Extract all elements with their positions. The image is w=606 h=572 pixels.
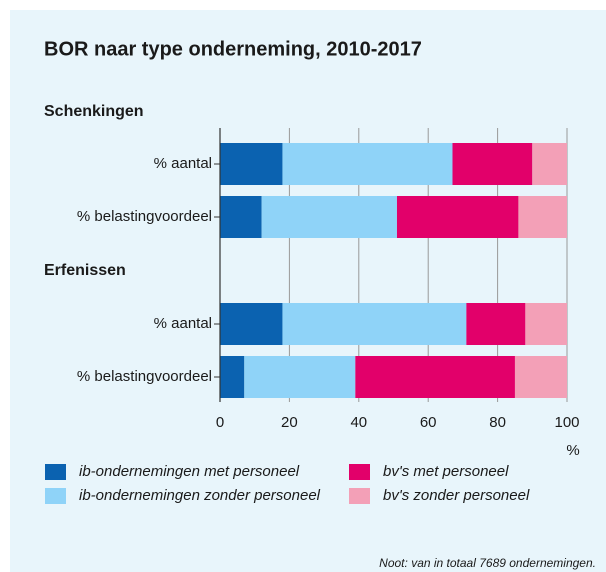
x-tick-label: 40 [350,414,367,431]
legend-swatch [45,488,66,504]
y-tick-label: % aantal [154,155,212,172]
y-tick-label: % aantal [154,315,212,332]
bar-segment [220,356,245,398]
bar-segment [518,196,567,238]
x-tick-label: 0 [216,414,224,431]
bar-segment [244,356,356,398]
bar-segment [355,356,515,398]
legend-swatch [45,464,66,480]
legend-swatch [349,488,370,504]
x-tick-label: 60 [420,414,437,431]
legend-label: ib-ondernemingen met personeel [79,463,300,480]
note: Noot: van in totaal 7689 ondernemingen. [379,556,596,570]
group-label: Erfenissen [44,262,126,279]
bar-segment [452,143,533,185]
bar-segment [396,196,519,238]
background [10,10,606,572]
legend-label: bv's zonder personeel [383,487,530,504]
bar-segment [282,303,467,345]
x-tick-label: 20 [281,414,298,431]
bar-segment [261,196,397,238]
bar-segment [525,303,567,345]
bar-segment [532,143,567,185]
bar-segment [220,303,283,345]
y-tick-label: % belastingvoordeel [77,208,212,225]
x-tick-label: 100 [554,414,579,431]
x-tick-label: 80 [489,414,506,431]
chart-title: BOR naar type onderneming, 2010-2017 [44,38,422,60]
legend-label: ib-ondernemingen zonder personeel [79,487,321,504]
legend-swatch [349,464,370,480]
y-tick-label: % belastingvoordeel [77,368,212,385]
x-axis-label: % [566,442,579,459]
bar-segment [466,303,526,345]
bar-segment [220,143,283,185]
bar-segment [514,356,567,398]
bar-segment [282,143,453,185]
legend-label: bv's met personeel [383,463,509,480]
bar-segment [220,196,262,238]
group-label: Schenkingen [44,103,144,120]
